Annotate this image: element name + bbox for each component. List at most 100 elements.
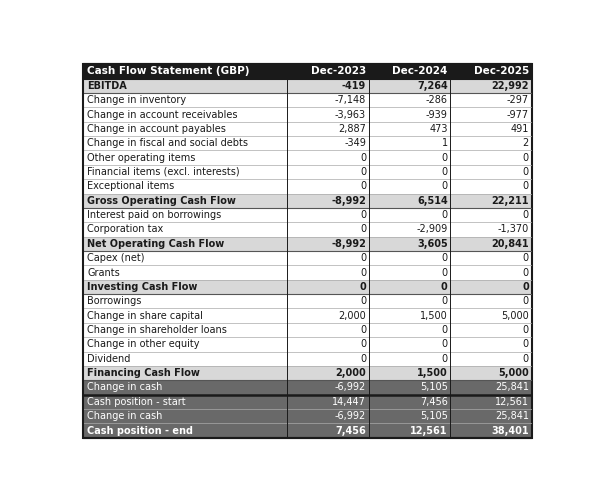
Text: Cash Flow Statement (GBP): Cash Flow Statement (GBP) [87, 67, 250, 77]
Bar [287, 93, 369, 107]
Text: 0: 0 [442, 296, 448, 306]
Text: Corporation tax: Corporation tax [87, 225, 163, 235]
Text: 5,105: 5,105 [420, 411, 448, 421]
Text: 491: 491 [511, 124, 529, 134]
Bar [287, 79, 369, 93]
Bar [369, 136, 451, 151]
Text: 473: 473 [429, 124, 448, 134]
Bar [451, 366, 532, 380]
Bar [369, 237, 451, 251]
Bar [83, 309, 287, 323]
Bar [287, 208, 369, 222]
Text: 0: 0 [360, 253, 366, 263]
Bar [83, 193, 287, 208]
Text: 14,447: 14,447 [332, 397, 366, 407]
Text: Dec-2024: Dec-2024 [392, 67, 448, 77]
Text: 22,211: 22,211 [491, 196, 529, 206]
Bar [83, 107, 287, 122]
Bar [287, 351, 369, 366]
Bar [451, 294, 532, 309]
Text: 0: 0 [360, 339, 366, 349]
Text: 0: 0 [523, 181, 529, 191]
Bar [83, 79, 287, 93]
Text: 2: 2 [523, 138, 529, 148]
Text: Capex (net): Capex (net) [87, 253, 145, 263]
Bar [83, 208, 287, 222]
Text: 2,000: 2,000 [338, 311, 366, 321]
Bar [369, 294, 451, 309]
Text: Interest paid on borrowings: Interest paid on borrowings [87, 210, 221, 220]
Text: Exceptional items: Exceptional items [87, 181, 175, 191]
Text: 0: 0 [360, 267, 366, 277]
Text: 7,456: 7,456 [335, 425, 366, 435]
Bar [451, 265, 532, 280]
Bar [83, 64, 287, 79]
Text: 0: 0 [360, 296, 366, 306]
Bar [83, 151, 287, 165]
Bar [369, 323, 451, 337]
Bar [287, 151, 369, 165]
Text: Change in account payables: Change in account payables [87, 124, 226, 134]
Text: -2,909: -2,909 [416, 225, 448, 235]
Bar [369, 366, 451, 380]
Bar [287, 423, 369, 438]
Bar [287, 395, 369, 409]
Text: 0: 0 [442, 339, 448, 349]
Bar [451, 337, 532, 351]
Bar [369, 337, 451, 351]
Text: Change in cash: Change in cash [87, 411, 163, 421]
Bar [287, 251, 369, 265]
Bar [287, 280, 369, 294]
Text: 0: 0 [360, 325, 366, 335]
Text: 0: 0 [523, 267, 529, 277]
Text: 0: 0 [441, 282, 448, 292]
Text: 0: 0 [523, 153, 529, 163]
Text: 0: 0 [523, 210, 529, 220]
Bar [83, 136, 287, 151]
Text: 0: 0 [360, 167, 366, 177]
Text: Cash position - end: Cash position - end [87, 425, 193, 435]
Bar [83, 366, 287, 380]
Bar [287, 64, 369, 79]
Text: 25,841: 25,841 [495, 383, 529, 393]
Bar [83, 395, 287, 409]
Bar [451, 351, 532, 366]
Bar [287, 294, 369, 309]
Bar [451, 409, 532, 423]
Bar [83, 337, 287, 351]
Bar [369, 380, 451, 395]
Text: Other operating items: Other operating items [87, 153, 196, 163]
Bar [83, 380, 287, 395]
Text: Change in share capital: Change in share capital [87, 311, 203, 321]
Text: 1,500: 1,500 [420, 311, 448, 321]
Text: -419: -419 [342, 81, 366, 91]
Text: -8,992: -8,992 [331, 239, 366, 249]
Bar [451, 251, 532, 265]
Text: 1,500: 1,500 [417, 368, 448, 378]
Bar [287, 323, 369, 337]
Bar [287, 380, 369, 395]
Text: 0: 0 [360, 210, 366, 220]
Text: 12,561: 12,561 [495, 397, 529, 407]
Bar [369, 351, 451, 366]
Bar [83, 165, 287, 179]
Text: 20,841: 20,841 [491, 239, 529, 249]
Bar [287, 107, 369, 122]
Text: Grants: Grants [87, 267, 120, 277]
Bar [287, 179, 369, 193]
Text: 0: 0 [442, 167, 448, 177]
Bar [83, 122, 287, 136]
Text: -6,992: -6,992 [335, 383, 366, 393]
Text: Net Operating Cash Flow: Net Operating Cash Flow [87, 239, 224, 249]
Bar [451, 280, 532, 294]
Bar [369, 265, 451, 280]
Text: 38,401: 38,401 [491, 425, 529, 435]
Bar [83, 265, 287, 280]
Text: 5,000: 5,000 [501, 311, 529, 321]
Bar [451, 122, 532, 136]
Text: 0: 0 [523, 167, 529, 177]
Bar [451, 93, 532, 107]
Bar [451, 136, 532, 151]
Text: 0: 0 [442, 267, 448, 277]
Bar [451, 208, 532, 222]
